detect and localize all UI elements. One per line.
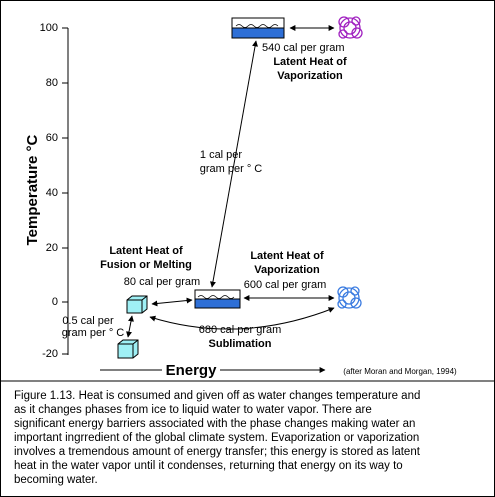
caption-line: becoming water. — [14, 474, 98, 486]
caption-line: important ingrredient of the global clim… — [14, 432, 419, 444]
beaker-top — [231, 17, 285, 39]
label: 1 cal per — [200, 149, 243, 161]
caption-line: as it changes phases from ice to liquid … — [14, 404, 372, 416]
tick-label: 0 — [52, 296, 58, 308]
arrow — [126, 315, 134, 338]
tick-label: 60 — [46, 132, 58, 144]
caption-line: involves a tremendous amount of energy t… — [14, 446, 421, 458]
label: Vaporization — [254, 264, 320, 276]
label: Latent Heat of — [109, 245, 183, 257]
label: Vaporization — [277, 70, 343, 82]
label: Sublimation — [209, 338, 272, 350]
caption-line: Figure 1.13. Heat is consumed and given … — [14, 390, 420, 402]
label: 80 cal per gram — [124, 276, 200, 288]
label: 540 cal per gram — [262, 42, 345, 54]
arrow — [209, 40, 259, 288]
beaker-bottom — [194, 289, 241, 309]
x-axis-title: Energy — [166, 362, 218, 379]
caption-line: heat in the water vapor until it condens… — [14, 460, 403, 472]
arrow — [149, 307, 335, 330]
y-axis — [62, 27, 69, 355]
ice-cube — [117, 339, 139, 359]
arrow — [151, 297, 193, 307]
label: 0.5 cal per — [62, 315, 114, 327]
label: Latent Heat of — [250, 250, 324, 262]
tick-label: 100 — [40, 22, 58, 34]
label: gram per ° C — [62, 327, 125, 339]
label: 680 cal per gram — [199, 324, 282, 336]
label: Fusion or Melting — [100, 259, 192, 271]
vapor-cloud — [337, 286, 362, 309]
tick-label: -20 — [42, 348, 58, 360]
tick-label: 20 — [46, 242, 58, 254]
label: Latent Heat of — [273, 56, 347, 68]
vapor-cloud — [338, 16, 363, 39]
caption-line: significant energy barriers associated w… — [14, 418, 415, 430]
ice-cube — [126, 295, 148, 314]
source: (after Moran and Morgan, 1994) — [343, 367, 457, 376]
label: gram per ° C — [200, 163, 263, 175]
tick-label: 80 — [46, 77, 58, 89]
y-axis-title: Temperature °C — [24, 134, 41, 245]
label: 600 cal per gram — [244, 279, 327, 291]
tick-label: 40 — [46, 187, 58, 199]
